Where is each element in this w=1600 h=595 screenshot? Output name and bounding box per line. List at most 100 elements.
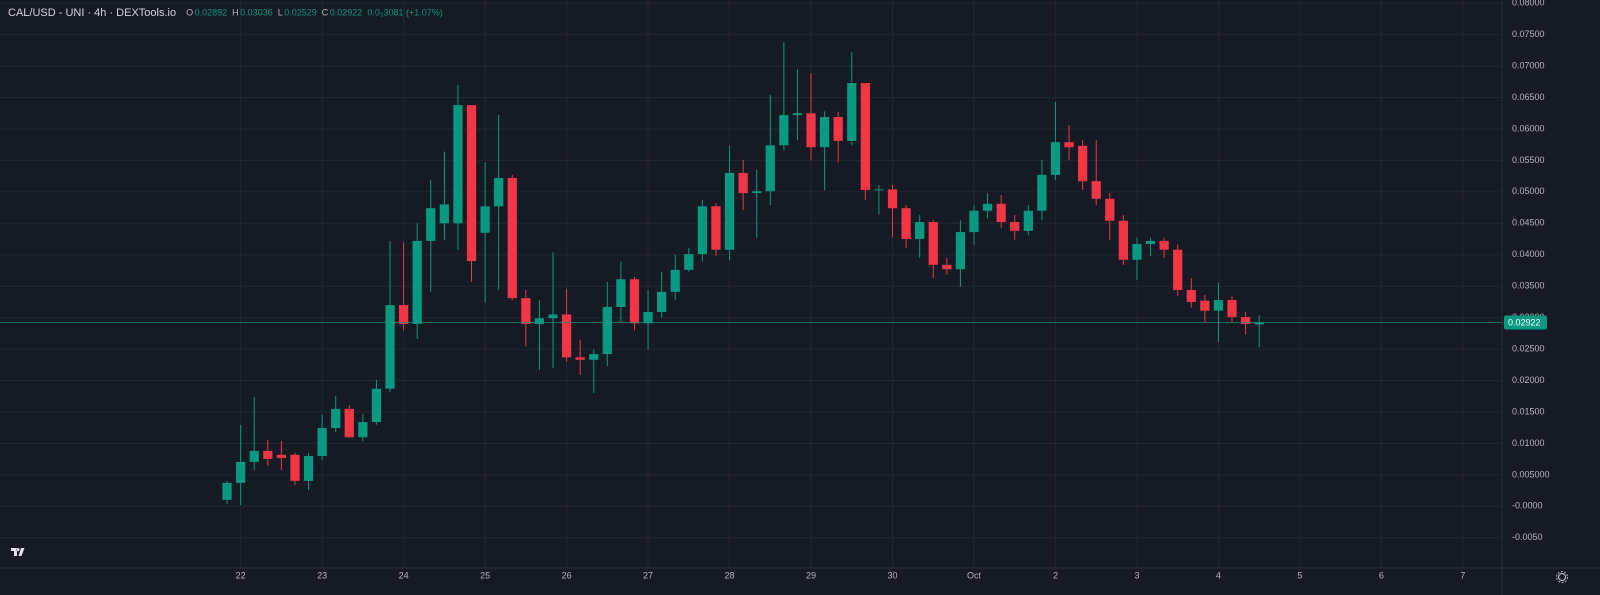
- tv-logo: [10, 545, 26, 558]
- change-value: 0.0₃3081 (+1.07%): [367, 7, 442, 17]
- grid: [0, 0, 1502, 568]
- candle-body: [765, 145, 775, 192]
- last-price-tag: [1504, 315, 1547, 330]
- candle-body: [358, 422, 368, 438]
- candle-body: [833, 116, 843, 141]
- candle-body: [1200, 300, 1210, 311]
- candle-body: [1105, 198, 1115, 221]
- x-tick-label: 3: [1134, 570, 1139, 580]
- candle-body: [806, 113, 816, 148]
- candles: [0, 42, 1502, 506]
- y-tick-label: -0.0000: [1512, 501, 1543, 511]
- candle-body: [1240, 317, 1251, 324]
- ohlc-value: 0.03036: [240, 7, 273, 17]
- candle-body: [398, 305, 409, 324]
- ohlc-key: C: [322, 7, 329, 17]
- y-tick-label: 0.05500: [1512, 155, 1545, 165]
- ohlc-value: 0.02922: [330, 7, 363, 17]
- y-tick-label: 0.05000: [1512, 186, 1545, 196]
- candle-body: [1078, 145, 1088, 182]
- ohlc-value: 0.02529: [284, 7, 317, 17]
- candle-body: [1132, 244, 1142, 260]
- candle-body: [996, 203, 1006, 223]
- candle-body: [819, 116, 830, 148]
- y-tick-label: -0.0050: [1512, 532, 1543, 542]
- ohlc-key: O: [186, 7, 193, 17]
- candle-body: [1091, 181, 1101, 199]
- candle-body: [263, 450, 273, 459]
- candle-body: [507, 178, 517, 299]
- x-tick-label: 30: [888, 570, 898, 580]
- candle-body: [548, 314, 558, 319]
- ohlc-key: H: [232, 7, 239, 17]
- candle-body: [1145, 240, 1156, 245]
- x-tick-label: 28: [725, 570, 735, 580]
- candle-body: [439, 204, 449, 224]
- candle-body: [982, 203, 993, 211]
- y-tick-label: 0.04500: [1512, 218, 1545, 228]
- candle-body: [847, 83, 857, 141]
- candle-body: [589, 354, 599, 360]
- settings-icon[interactable]: [1556, 571, 1568, 583]
- candle-body: [521, 298, 531, 324]
- candle-body: [874, 189, 884, 191]
- candle-body: [616, 279, 626, 307]
- candle-body: [344, 408, 354, 438]
- y-tick-label: 0.005000: [1512, 469, 1550, 479]
- last-price-label: 0.02922: [1508, 317, 1541, 327]
- candle-body: [629, 279, 640, 324]
- candle-body: [1118, 220, 1128, 260]
- x-tick-label: 29: [806, 570, 816, 580]
- candle-body: [236, 461, 246, 483]
- candle-body: [955, 232, 966, 270]
- candle-body: [915, 222, 925, 240]
- ohlc-value: 0.02892: [195, 7, 228, 17]
- candle-body: [1213, 300, 1224, 311]
- candle-body: [1050, 142, 1061, 175]
- x-tick-label: 26: [562, 570, 572, 580]
- x-tick-label: 22: [236, 570, 246, 580]
- ohlc-key: L: [278, 7, 283, 17]
- x-tick-label: 23: [317, 570, 327, 580]
- x-tick-label: 2: [1053, 570, 1058, 580]
- y-tick-label: 0.08000: [1512, 0, 1545, 8]
- candle-body: [480, 206, 490, 233]
- candle-body: [371, 388, 382, 423]
- candle-body: [928, 222, 938, 265]
- candle-body: [249, 450, 259, 462]
- x-tick-label: 27: [643, 570, 653, 580]
- candle-body: [317, 427, 327, 457]
- candle-body: [752, 191, 762, 194]
- candle-body: [331, 408, 341, 428]
- x-tick-label: Oct: [967, 570, 982, 580]
- candle-body: [887, 189, 898, 209]
- candle-body: [1037, 174, 1047, 211]
- x-tick-label: 7: [1460, 570, 1465, 580]
- candle-body: [779, 115, 789, 146]
- x-tick-label: 24: [399, 570, 409, 580]
- y-tick-label: 0.02500: [1512, 343, 1545, 353]
- candle-body: [222, 482, 232, 500]
- candle-body: [657, 291, 667, 312]
- y-tick-label: 0.01500: [1512, 406, 1545, 416]
- candle-body: [1010, 222, 1020, 231]
- candle-body: [494, 178, 504, 207]
- candle-body: [534, 318, 545, 324]
- y-tick-label: 0.06500: [1512, 92, 1545, 102]
- y-tick-label: 0.02000: [1512, 375, 1545, 385]
- candle-body: [738, 172, 748, 194]
- candle-body: [1159, 240, 1169, 250]
- x-tick-label: 4: [1216, 570, 1221, 580]
- candle-body: [792, 113, 803, 116]
- legend-header: CAL/USD - UNI · 4h · DEXTools.io O 0.02892…: [8, 7, 443, 19]
- candle-body: [942, 264, 952, 270]
- y-tick-label: 0.07000: [1512, 60, 1545, 70]
- candle-body: [426, 208, 436, 241]
- candle-body: [643, 311, 653, 324]
- candle-body: [670, 269, 680, 292]
- candle-body: [697, 206, 707, 255]
- y-tick-label: 0.01000: [1512, 438, 1545, 448]
- candle-body: [385, 305, 395, 389]
- candle-body: [602, 306, 612, 355]
